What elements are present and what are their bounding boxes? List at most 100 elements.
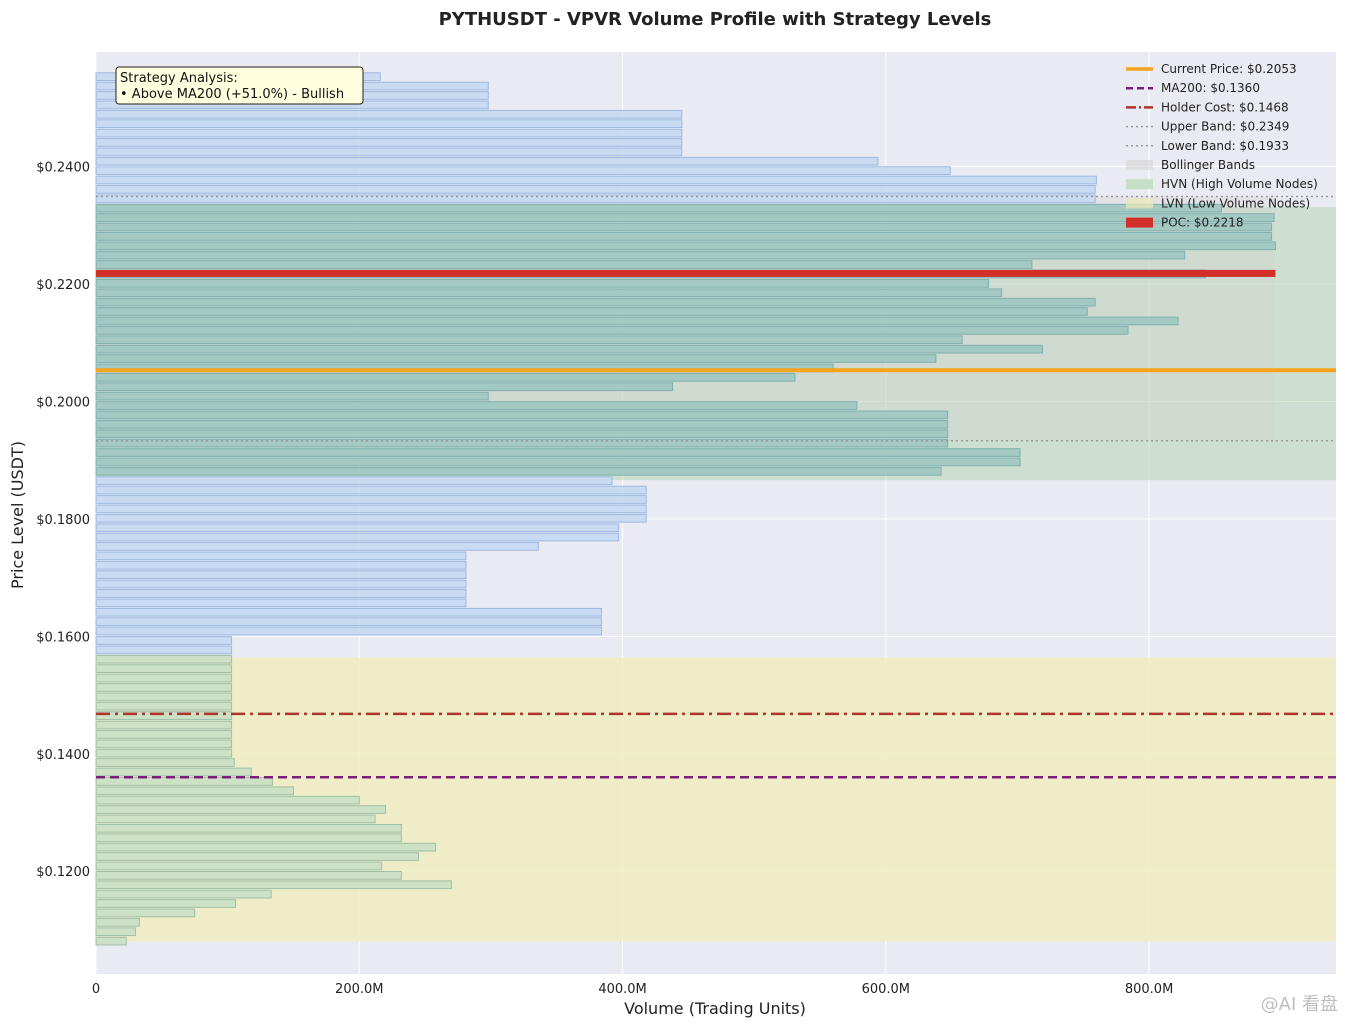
volume-bar <box>95 917 140 927</box>
volume-bar <box>95 870 402 880</box>
volume-bar <box>95 730 233 739</box>
volume-bar <box>95 194 1096 204</box>
volume-bar <box>95 664 233 673</box>
volume-bar <box>95 532 620 542</box>
volume-bar <box>95 401 858 410</box>
x-axis-label: Volume (Trading Units) <box>624 999 806 1018</box>
volume-bar <box>95 880 452 890</box>
volume-bar <box>95 316 1179 326</box>
y-tick-label: $0.1600 <box>36 630 90 645</box>
volume-bar <box>95 438 949 448</box>
y-tick-label: $0.1400 <box>36 748 90 763</box>
volume-bar <box>95 307 1088 316</box>
volume-bar <box>95 777 273 786</box>
volume-bar <box>95 889 272 899</box>
volume-bar <box>95 232 1272 241</box>
volume-bar <box>95 899 237 908</box>
volume-bar <box>95 927 136 937</box>
volume-bar <box>95 354 937 363</box>
legend-item: POC: $0.2218 <box>1126 216 1244 230</box>
volume-bar <box>95 767 252 777</box>
volume-bar <box>95 513 647 523</box>
annotation-box <box>115 66 364 105</box>
volume-bar <box>95 175 1097 185</box>
legend-label: LVN (Low Volume Nodes) <box>1161 196 1310 210</box>
volume-bar <box>95 833 402 843</box>
volume-bar <box>95 297 1096 307</box>
x-axis-ticks: 0 200.0M 400.0M 600.0M 800.0M <box>92 982 1173 997</box>
volume-bar <box>95 326 1129 335</box>
volume-bar <box>95 241 1276 251</box>
volume-bar <box>95 372 796 382</box>
y-tick-label: $0.2400 <box>36 161 90 176</box>
volume-bar <box>95 824 402 833</box>
legend-swatch <box>1126 217 1153 228</box>
x-tick-label: 800.0M <box>1125 982 1173 997</box>
legend-item: Bollinger Bands <box>1126 158 1255 172</box>
x-tick-label: 0 <box>92 982 100 997</box>
volume-bar <box>95 166 951 175</box>
y-tick-label: $0.1200 <box>36 865 90 880</box>
annotation-line-1: Strategy Analysis: <box>120 71 238 86</box>
volume-bar <box>95 758 235 767</box>
watermark: @AI 看盘 <box>1261 994 1338 1015</box>
volume-bar <box>95 128 683 138</box>
volume-bar <box>95 448 1021 457</box>
annotation-line-2: • Above MA200 (+51.0%) - Bullish <box>120 87 344 102</box>
volume-bar <box>95 701 233 711</box>
volume-bar <box>95 109 683 119</box>
volume-bar <box>95 673 233 683</box>
volume-bar <box>95 720 233 730</box>
volume-bar <box>95 607 602 617</box>
volume-bar <box>95 119 683 128</box>
volume-bar <box>95 551 467 561</box>
volume-bar <box>95 683 233 692</box>
volume-bar <box>95 250 1186 260</box>
legend-swatch <box>1126 198 1153 209</box>
legend-label: Holder Cost: $0.1468 <box>1161 100 1289 114</box>
volume-bar <box>95 908 196 918</box>
y-tick-label: $0.2000 <box>36 395 90 410</box>
legend-item: Lower Band: $0.1933 <box>1126 139 1289 153</box>
volume-bar <box>95 288 1003 298</box>
y-tick-label: $0.1800 <box>36 513 90 528</box>
volume-bar <box>95 222 1272 232</box>
volume-bar <box>95 598 467 608</box>
volume-bar <box>95 589 467 598</box>
level-lines <box>96 195 1336 779</box>
volume-bar <box>95 138 683 147</box>
volume-bar <box>95 203 1222 213</box>
chart-title: PYTHUSDT - VPVR Volume Profile with Stra… <box>439 9 992 30</box>
strategy-annotation: Strategy Analysis: • Above MA200 (+51.0%… <box>115 66 364 105</box>
legend-item: LVN (Low Volume Nodes) <box>1126 196 1310 210</box>
volume-bar <box>95 495 647 504</box>
legend-swatch <box>1126 179 1153 190</box>
volume-bar <box>95 617 602 626</box>
volume-bar <box>95 213 1275 222</box>
legend-item: MA200: $0.1360 <box>1126 81 1260 95</box>
volume-bar <box>95 156 879 166</box>
volume-bar <box>95 795 360 805</box>
y-axis-ticks: $0.1200 $0.1400 $0.1600 $0.1800 $0.2000 $0.22… <box>36 161 90 881</box>
volume-bar <box>95 279 989 288</box>
legend-label: Current Price: $0.2053 <box>1161 62 1297 76</box>
volume-bar <box>95 382 674 392</box>
x-tick-label: 400.0M <box>598 982 646 997</box>
legend-item: Current Price: $0.2053 <box>1126 62 1297 76</box>
volume-bar <box>95 814 376 824</box>
volume-bar <box>95 485 647 495</box>
legend-label: Upper Band: $0.2349 <box>1161 120 1289 134</box>
volume-bar <box>95 260 1033 269</box>
volume-bar <box>95 560 467 570</box>
legend-label: HVN (High Volume Nodes) <box>1161 177 1318 191</box>
volume-bar <box>95 419 949 429</box>
legend-label: MA200: $0.1360 <box>1161 81 1260 95</box>
volume-bar <box>95 466 942 476</box>
volume-bar <box>95 476 613 486</box>
volume-bar <box>95 344 1043 354</box>
volume-bar <box>95 457 1021 467</box>
poc-bar <box>96 269 1276 277</box>
volume-bar <box>95 523 620 533</box>
x-tick-label: 200.0M <box>335 982 383 997</box>
